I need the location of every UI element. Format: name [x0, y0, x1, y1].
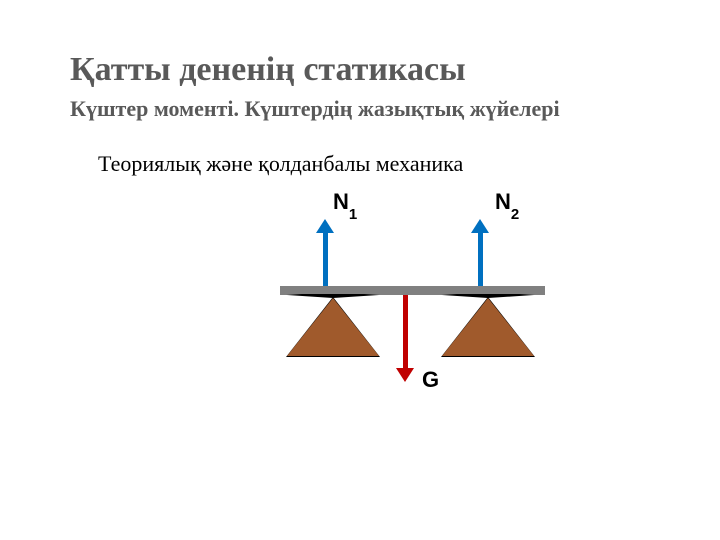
statics-diagram: N1 N2 G [260, 191, 580, 441]
slide-body-text: Теориялық және қолданбалы механика [98, 151, 650, 177]
slide-subtitle: Күштер моменті. Күштердің жазықтық жүйел… [70, 95, 650, 124]
force-n1-label: N1 [333, 189, 357, 218]
force-n1-arrow-head [316, 219, 334, 233]
force-g-arrow-head [396, 368, 414, 382]
support-triangle-1 [287, 295, 379, 356]
force-n2-label: N2 [495, 189, 519, 218]
slide-content: Қатты дененің статикасы Күштер моменті. … [0, 0, 720, 540]
force-n2-arrow-shaft [478, 228, 483, 286]
force-g-arrow-shaft [403, 295, 408, 368]
support-triangle-2 [442, 295, 534, 356]
force-n2-arrow-head [471, 219, 489, 233]
force-g-label: G [422, 367, 439, 393]
force-n1-arrow-shaft [323, 228, 328, 286]
slide-title: Қатты дененің статикасы [70, 50, 650, 91]
